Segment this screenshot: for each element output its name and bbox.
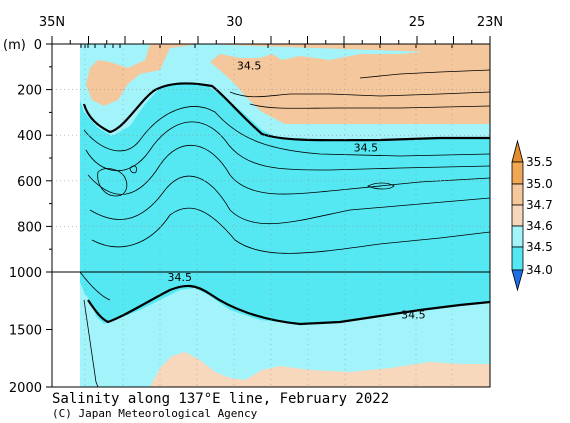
y-tick-label: 600 <box>17 175 42 190</box>
salinity-band-34.6-plus-upper <box>80 44 200 106</box>
contour-label: 34.5 <box>354 142 379 155</box>
colorbar-bottom-arrow <box>511 269 524 292</box>
contour-thin-4 <box>89 175 491 225</box>
colorbar-segment <box>511 183 524 206</box>
contour-closed-3 <box>129 165 137 174</box>
y-axis: (m) 0 200 400 600 800 1000 1500 2000 <box>3 38 490 396</box>
y-unit-label: (m) <box>3 38 26 53</box>
contour-34.5-lower <box>87 284 491 326</box>
x-tick-label: 23N <box>477 15 503 30</box>
colorbar-segment <box>511 204 524 227</box>
colorbar-label: 34.6 <box>526 219 553 233</box>
contour-labels: 34.5 34.5 34.5 34.5 <box>168 60 426 322</box>
colorbar-label: 35.0 <box>526 177 553 191</box>
contour-34.5-upper <box>82 82 490 142</box>
contour-closed-2 <box>367 182 395 190</box>
x-tick-label: 25 <box>409 15 426 30</box>
contour-lines <box>79 69 491 388</box>
contour-thin-1 <box>83 106 491 157</box>
colorbar-label: 34.5 <box>526 240 553 254</box>
contour-label: 34.5 <box>401 309 426 322</box>
salinity-band-34.6-plus-bottom <box>150 352 490 387</box>
x-tick-label: 35N <box>39 15 65 30</box>
colorbar-segment <box>511 161 524 185</box>
contour-thin-5 <box>91 207 491 254</box>
salinity-band-34.0-34.5-lower <box>80 272 490 324</box>
y-tick-label: 0 <box>34 38 42 53</box>
contour-lower-2 <box>83 299 99 388</box>
colorbar-label: 34.0 <box>526 263 553 277</box>
y-tick-label: 2000 <box>9 381 42 396</box>
y-tick-label: 400 <box>17 129 42 144</box>
y-tick-label: 800 <box>17 220 42 235</box>
chart-title: Salinity along 137°E line, February 2022 <box>52 391 389 407</box>
y-tick-label: 1500 <box>9 324 42 339</box>
y-tick-label: 200 <box>17 84 42 99</box>
colorbar-label: 35.5 <box>526 155 553 169</box>
colorbar-label: 34.7 <box>526 198 553 212</box>
contour-closed-1 <box>97 168 128 197</box>
contour-upper-3 <box>359 69 491 79</box>
contour-thin-2 <box>85 121 491 172</box>
contour-label: 34.5 <box>237 60 262 73</box>
x-axis: 35N 30 25 23N <box>39 15 503 48</box>
contour-thin-3 <box>87 144 491 195</box>
colorbar: 35.5 35.0 34.7 34.6 34.5 34.0 <box>511 139 553 292</box>
contour-34.5-lines <box>82 82 491 326</box>
colorbar-segment <box>511 225 524 248</box>
contour-upper-1 <box>229 91 491 98</box>
x-tick-label: 30 <box>226 15 243 30</box>
plot-area <box>51 43 491 388</box>
contour-upper-2 <box>249 103 491 109</box>
y-tick-label: 1000 <box>9 266 42 281</box>
contour-lower-1 <box>79 271 111 301</box>
contour-label: 34.5 <box>168 271 193 284</box>
colorbar-top-arrow <box>511 139 524 163</box>
chart-credit: (C) Japan Meteorological Agency <box>52 407 258 420</box>
colorbar-segment <box>511 246 524 271</box>
